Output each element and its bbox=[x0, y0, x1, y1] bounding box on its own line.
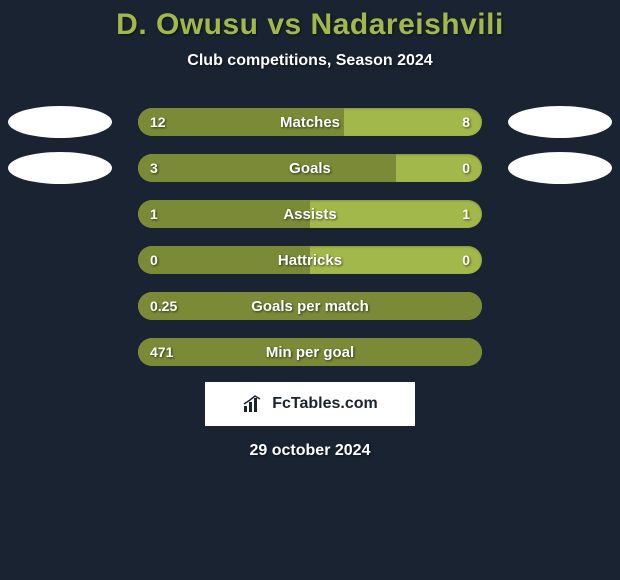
stat-bar: 3Goals0 bbox=[138, 154, 482, 182]
logo-box: FcTables.com bbox=[205, 382, 415, 426]
stat-value-right: 8 bbox=[462, 108, 470, 136]
stat-bar: 0Hattricks0 bbox=[138, 246, 482, 274]
stat-row: 0Hattricks0 bbox=[0, 238, 620, 284]
stat-row: 0.25Goals per match bbox=[0, 284, 620, 330]
stat-label: Assists bbox=[138, 200, 482, 228]
stat-row: 12Matches8 bbox=[0, 100, 620, 146]
stat-value-right: 1 bbox=[462, 200, 470, 228]
player-avatar-right bbox=[508, 106, 612, 138]
player-avatar-right bbox=[508, 152, 612, 184]
player-avatar-left bbox=[8, 152, 112, 184]
stat-row: 471Min per goal bbox=[0, 330, 620, 376]
logo-text: FcTables.com bbox=[272, 395, 378, 413]
stat-row: 3Goals0 bbox=[0, 146, 620, 192]
stat-bar: 471Min per goal bbox=[138, 338, 482, 366]
stat-label: Matches bbox=[138, 108, 482, 136]
stat-label: Goals bbox=[138, 154, 482, 182]
stat-row: 1Assists1 bbox=[0, 192, 620, 238]
stat-rows: 12Matches83Goals01Assists10Hattricks00.2… bbox=[0, 100, 620, 376]
stat-value-right: 0 bbox=[462, 246, 470, 274]
page-title: D. Owusu vs Nadareishvili bbox=[0, 8, 620, 42]
date-label: 29 october 2024 bbox=[0, 442, 620, 460]
stat-label: Hattricks bbox=[138, 246, 482, 274]
stat-bar: 12Matches8 bbox=[138, 108, 482, 136]
stat-label: Min per goal bbox=[138, 338, 482, 366]
stat-bar: 1Assists1 bbox=[138, 200, 482, 228]
comparison-infographic: D. Owusu vs Nadareishvili Club competiti… bbox=[0, 0, 620, 580]
stat-value-right: 0 bbox=[462, 154, 470, 182]
player-avatar-left bbox=[8, 106, 112, 138]
stat-label: Goals per match bbox=[138, 292, 482, 320]
chart-icon bbox=[242, 394, 266, 414]
stat-bar: 0.25Goals per match bbox=[138, 292, 482, 320]
page-subtitle: Club competitions, Season 2024 bbox=[0, 52, 620, 70]
